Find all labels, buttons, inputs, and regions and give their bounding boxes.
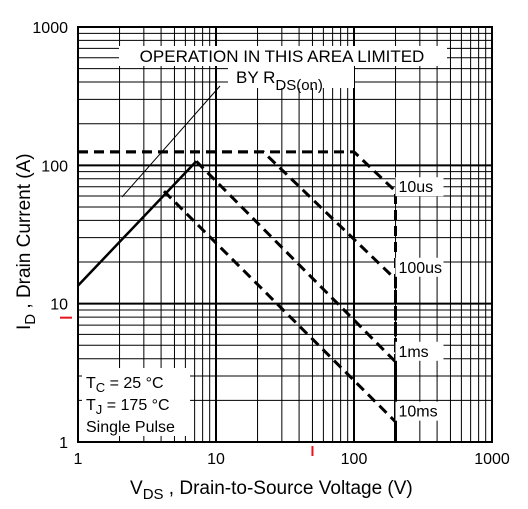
x-tick-label: 1000 [474,451,510,468]
conditions-backdrop [82,368,190,436]
series-10ms-label: 10ms [398,404,437,421]
series-10ms-line [162,190,397,442]
tc-condition: TC = 25 °C [86,375,164,395]
series-10us-label-backdrop [395,177,444,197]
area-title-backdrop [119,46,447,66]
x-tick-label: 100 [341,451,368,468]
series-1ms-label: 1ms [398,344,428,361]
series-10us-label: 10us [398,179,433,196]
y-tick-label: 1000 [32,20,68,37]
series-10ms-label-backdrop [395,401,444,421]
series-100us-label: 100us [398,260,442,277]
x-tick-label: 10 [207,451,225,468]
y-tick-label: 100 [41,158,68,175]
x-tick-label: 1 [74,451,83,468]
pulse-condition: Single Pulse [86,419,175,436]
rds-on-limit-line [77,160,198,287]
tick-labels: 1 10 100 1000 1 10 100 1000 [32,20,509,468]
plot-frame [77,26,493,443]
y-axis-title: ID , Drain Current (A) [14,153,39,330]
y-tick-label: 10 [50,297,68,314]
area-title-line1: OPERATION IN THIS AREA LIMITED [140,47,425,66]
y-tick-label: 1 [59,435,68,452]
area-title-pointer [121,85,221,198]
soa-curves: 10us 100us 1ms 10ms [78,150,444,442]
x-axis-title: VDS , Drain-to-Source Voltage (V) [130,478,413,503]
series-100us-label-backdrop [395,257,444,277]
area-title-line2: BY RDS(on) [236,68,323,94]
series-1ms-label-backdrop [395,341,444,361]
tj-condition: TJ = 175 °C [86,397,170,417]
area-title-backdrop-2 [228,66,354,88]
